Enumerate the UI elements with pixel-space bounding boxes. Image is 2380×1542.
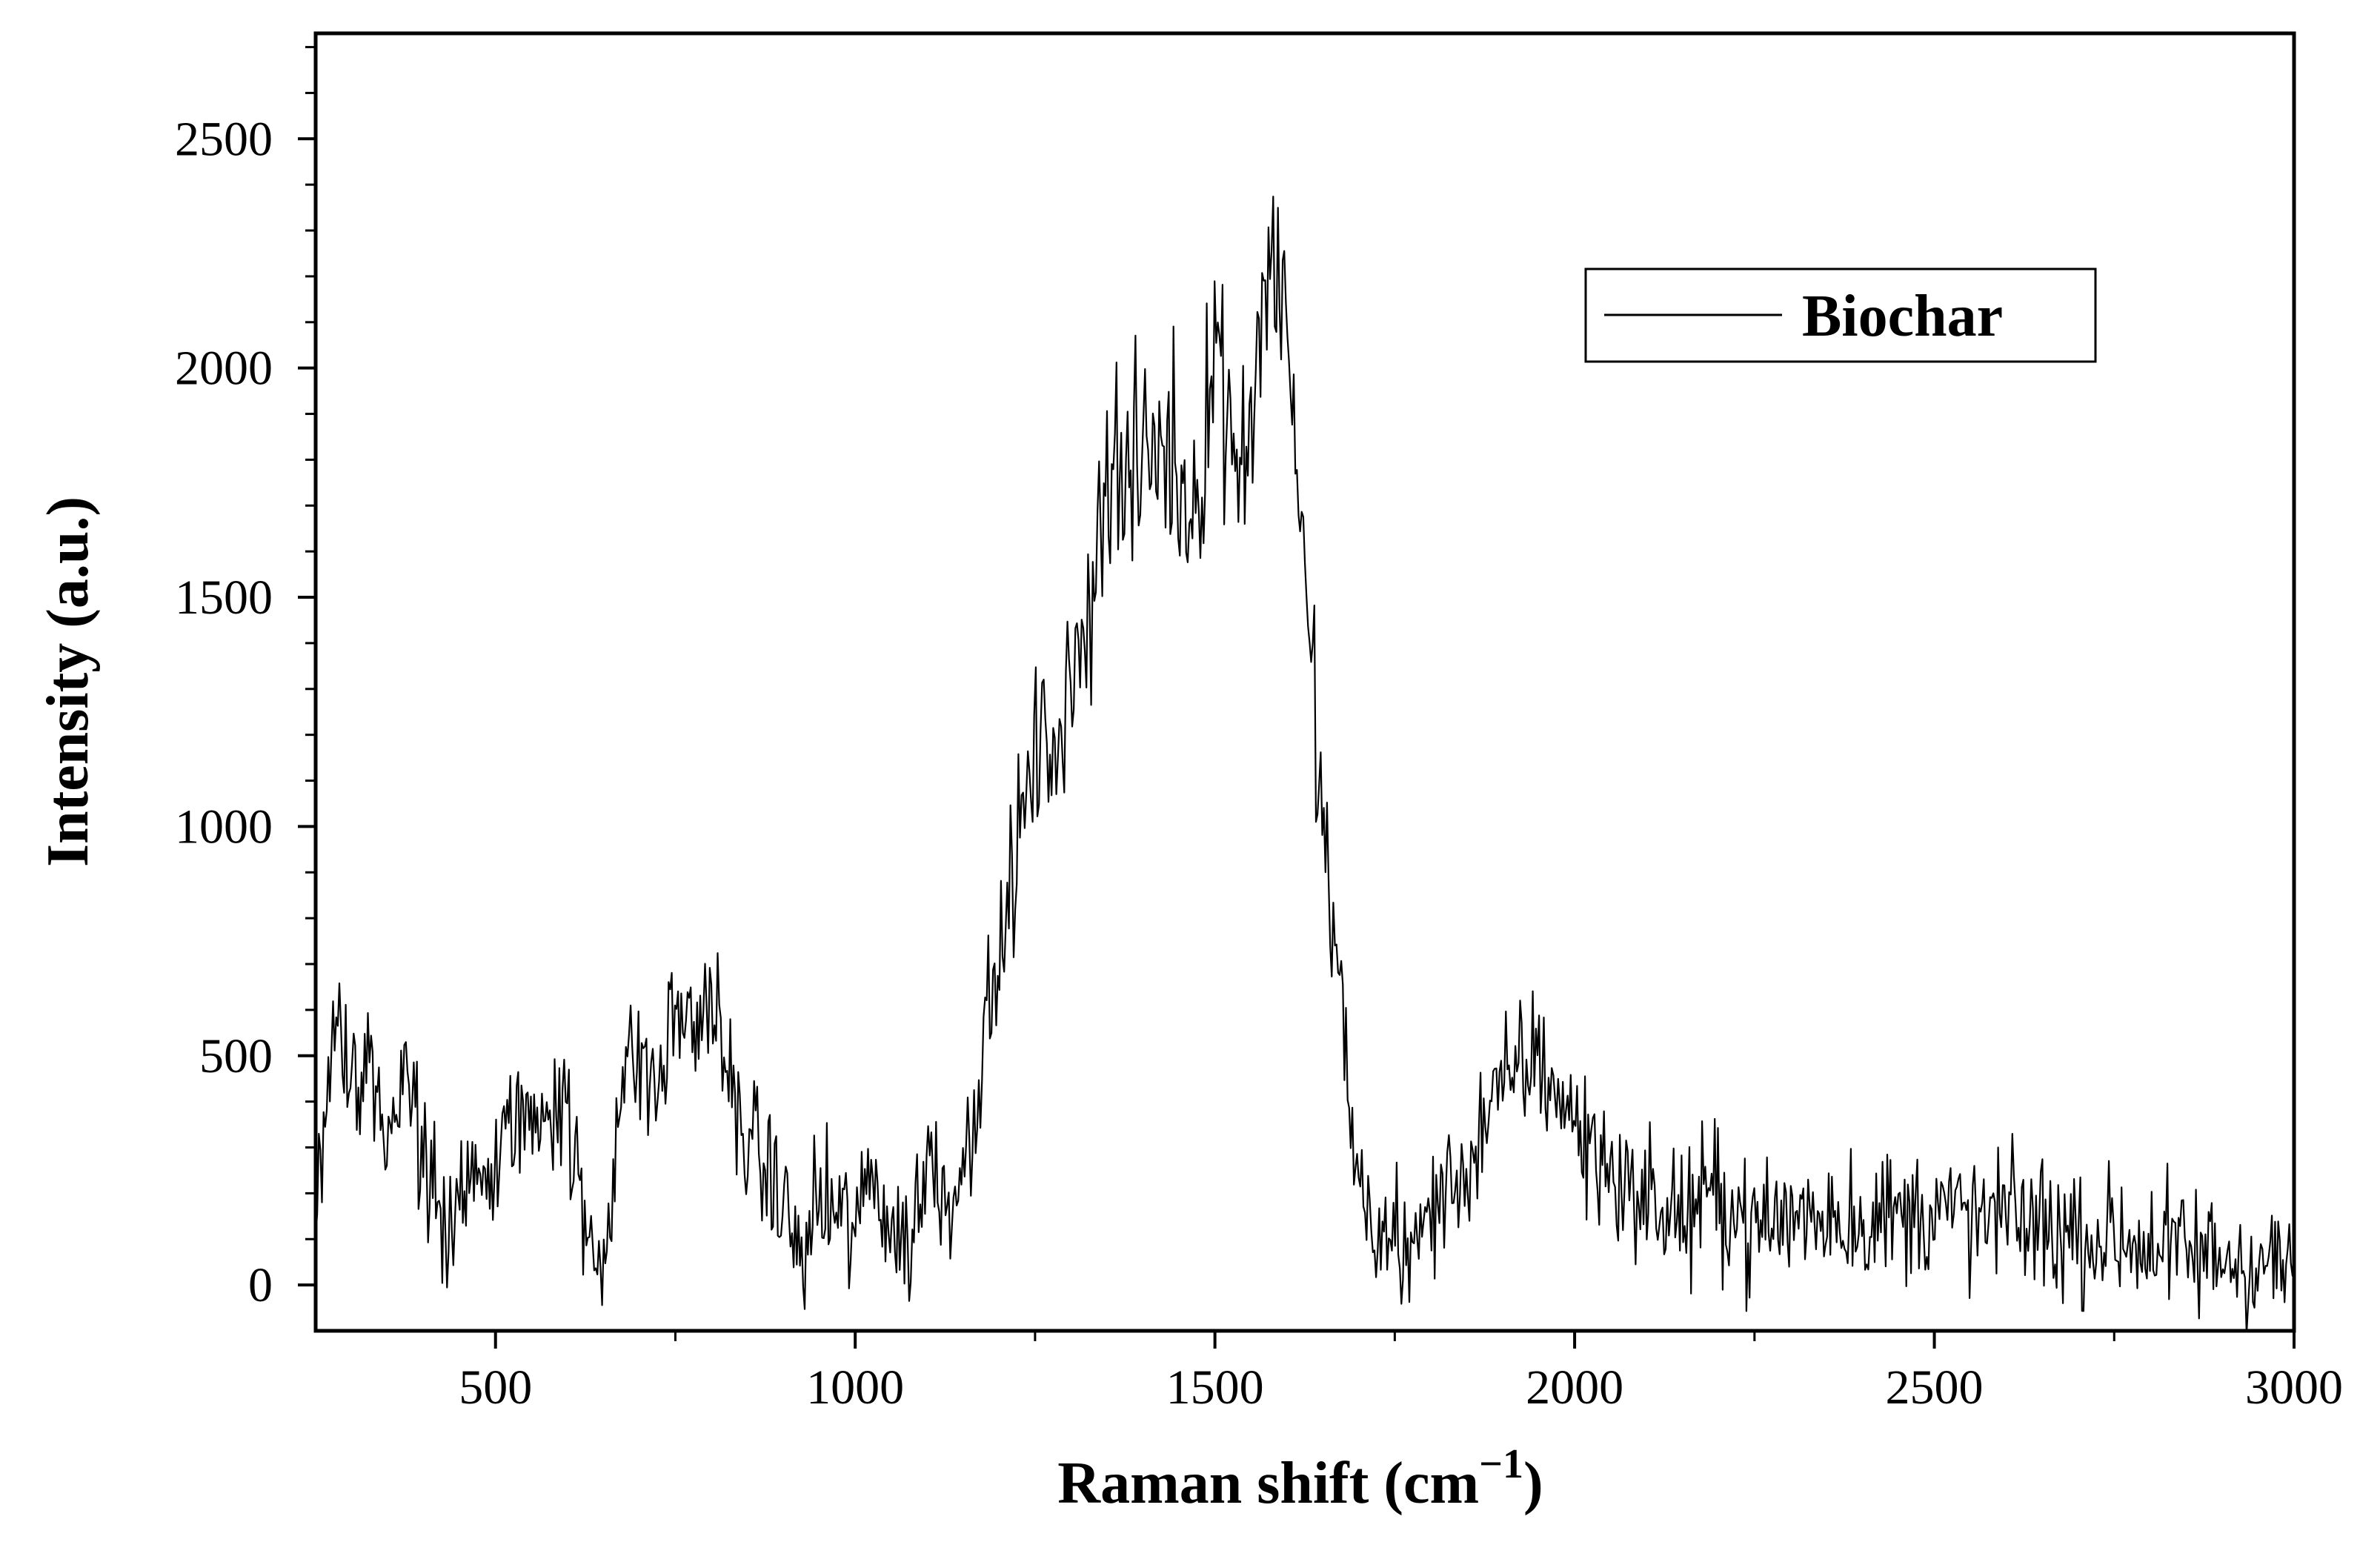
x-axis-ticks: 500 1000 1500 2000 2500 3000 xyxy=(459,1331,2343,1415)
plot-frame xyxy=(313,31,2296,1333)
x-axis-title-superscript: −1 xyxy=(1479,1441,1523,1487)
series-layer xyxy=(316,196,2294,1331)
x-axis-title-main: Raman shift (cm xyxy=(1057,1451,1479,1516)
y-tick-label-2000: 2000 xyxy=(175,342,273,396)
legend: Biochar xyxy=(1584,267,2097,363)
x-tick-label-1500: 1500 xyxy=(1166,1360,1264,1415)
x-tick-label-1000: 1000 xyxy=(806,1360,904,1415)
legend-label-biochar: Biochar xyxy=(1802,284,2003,349)
x-tick-label-2000: 2000 xyxy=(1526,1360,1623,1415)
x-axis-title: Raman shift (cm−1) xyxy=(1057,1441,1543,1516)
x-tick-label-2500: 2500 xyxy=(1886,1360,1984,1415)
x-axis-title-close: ) xyxy=(1523,1451,1543,1516)
y-axis-ticks: 0 500 1000 1500 2000 2500 xyxy=(175,46,316,1312)
series-line-biochar xyxy=(316,196,2294,1331)
y-tick-label-0: 0 xyxy=(248,1258,273,1312)
x-tick-label-3000: 3000 xyxy=(2245,1360,2343,1415)
y-tick-label-1000: 1000 xyxy=(175,800,273,854)
y-axis-title: Intensity (a.u.) xyxy=(36,496,101,867)
y-tick-label-2500: 2500 xyxy=(175,112,273,166)
x-tick-label-500: 500 xyxy=(459,1360,532,1415)
y-tick-label-500: 500 xyxy=(199,1029,273,1083)
y-tick-label-1500: 1500 xyxy=(175,571,273,625)
